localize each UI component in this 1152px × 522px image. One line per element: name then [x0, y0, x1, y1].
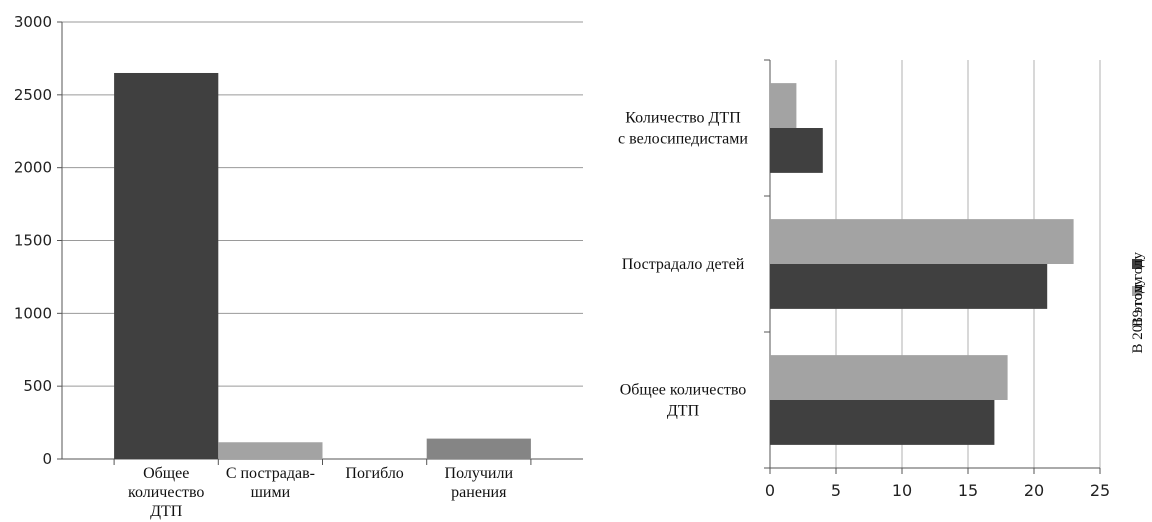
right-bar — [770, 83, 797, 128]
left-y-tick-label: 1500 — [14, 232, 52, 250]
left-y-tick-label: 1000 — [14, 304, 52, 322]
right-bar — [770, 400, 995, 445]
left-category-label: ранения — [451, 484, 507, 501]
left-bar — [114, 72, 219, 459]
right-category-label: Общее количество — [620, 382, 747, 399]
left-category-label: Общее — [143, 465, 189, 482]
legend-label: В 2019 году — [1130, 278, 1146, 354]
left-y-tick-label: 2500 — [14, 86, 52, 104]
left-bar — [218, 442, 323, 459]
right-category-label: с велосипедистами — [618, 131, 748, 148]
right-category-label: Пострадало детей — [622, 256, 745, 273]
left-category-label: С пострадав- — [226, 465, 315, 482]
right-bar — [770, 355, 1008, 400]
legend-label: В этом году — [1130, 252, 1146, 327]
left-y-tick-label: 2000 — [14, 159, 52, 177]
left-bar-chart: 0 500 1000 1500 2000 2500 3000 Общее количество Д… — [14, 13, 583, 520]
right-x-tick-label: 0 — [765, 481, 775, 500]
left-y-tick-label: 500 — [23, 377, 52, 395]
right-x-tick-label: 10 — [892, 481, 912, 500]
left-category-label: шими — [251, 484, 291, 501]
right-x-tick-label: 15 — [958, 481, 978, 500]
left-category-label: Получили — [445, 465, 514, 482]
left-y-tick-label: 0 — [42, 450, 52, 468]
right-bar — [770, 264, 1048, 309]
right-category-label: Количество ДТП — [625, 110, 741, 127]
right-bar-chart: 0 5 10 15 20 25 Количество ДТП с велосипедистам… — [618, 59, 1110, 500]
right-x-tick-label: 20 — [1024, 481, 1044, 500]
legend-swatch — [1132, 259, 1142, 269]
left-category-label: ДТП — [150, 503, 183, 520]
left-category-label: количество — [128, 484, 204, 501]
left-y-tick-label: 3000 — [14, 13, 52, 31]
right-x-tick-label: 5 — [831, 481, 841, 500]
right-bar — [770, 219, 1074, 264]
left-category-label: Погибло — [345, 465, 403, 482]
right-x-tick-label: 25 — [1090, 481, 1110, 500]
legend-swatch — [1132, 286, 1142, 296]
right-bar — [770, 128, 823, 173]
left-bar — [426, 438, 531, 459]
right-category-label: ДТП — [667, 403, 700, 420]
